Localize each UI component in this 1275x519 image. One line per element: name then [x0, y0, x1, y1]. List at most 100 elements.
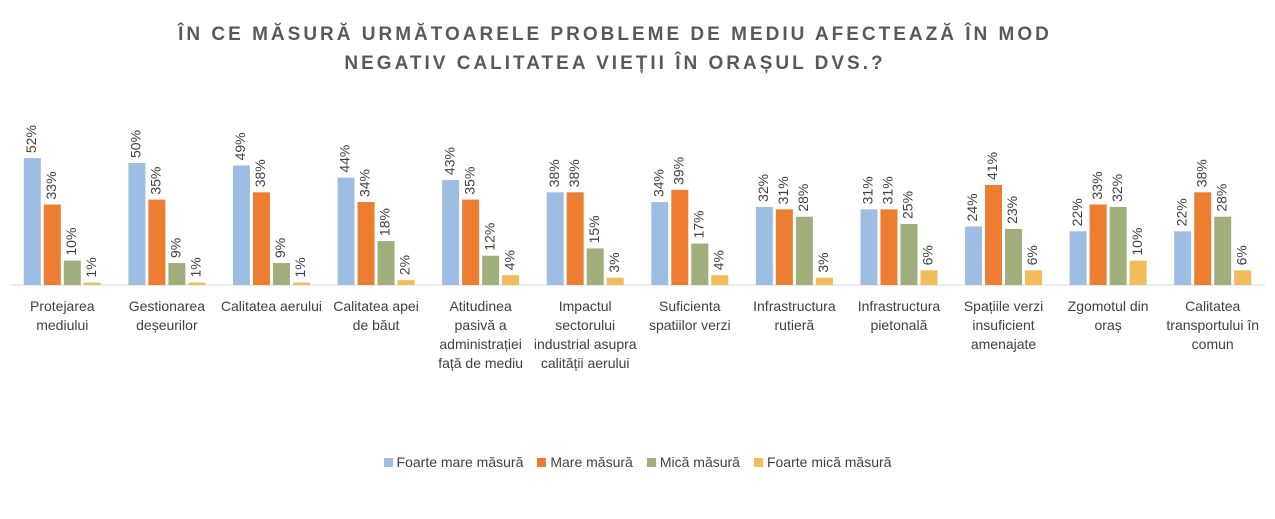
bar: [128, 163, 146, 285]
data-label: 1%: [83, 257, 99, 277]
bar: [671, 189, 689, 285]
bar: [1234, 270, 1252, 285]
bar: [292, 282, 310, 285]
bar: [357, 202, 375, 285]
bar: [1214, 216, 1232, 285]
x-tick-label: Zgomotul din oraș: [1067, 298, 1149, 333]
data-label: 1%: [292, 257, 308, 277]
x-tick-label: Protejarea mediului: [29, 298, 95, 333]
data-label: 15%: [586, 215, 602, 243]
data-label: 1%: [188, 257, 204, 277]
bar: [775, 209, 793, 285]
bar: [1194, 192, 1212, 285]
data-label: 24%: [964, 193, 980, 221]
bar: [502, 275, 520, 285]
bar: [1129, 260, 1147, 285]
bar: [651, 202, 669, 285]
data-label: 35%: [461, 167, 477, 195]
legend-label: Foarte mică măsură: [766, 454, 892, 470]
bar: [1025, 270, 1043, 285]
data-label: 39%: [670, 157, 686, 185]
bar: [232, 165, 250, 285]
x-tick-label: Infrastructura rutieră: [753, 298, 836, 333]
bar: [43, 204, 61, 285]
x-tick-label: Calitatea transportului în comun: [1166, 298, 1259, 352]
x-tick-label: Gestionarea deșeurilor: [128, 298, 205, 333]
bar: [442, 180, 460, 285]
data-label: 17%: [690, 210, 706, 238]
x-tick-label: Infrastructura pietonală: [857, 298, 941, 333]
legend-label: Mare măsură: [550, 454, 633, 470]
bar: [586, 248, 604, 285]
bar: [1174, 231, 1192, 285]
data-label: 28%: [795, 184, 811, 212]
data-label: 33%: [1089, 171, 1105, 199]
data-label: 12%: [481, 223, 497, 251]
legend-item: Foarte mare măsură: [383, 454, 524, 470]
bar: [1069, 231, 1087, 285]
data-label: 25%: [900, 191, 916, 219]
bar: [1005, 228, 1023, 285]
data-label: 38%: [252, 159, 268, 187]
data-label: 44%: [337, 145, 353, 173]
legend-swatch: [753, 457, 763, 467]
data-label: 41%: [984, 152, 1000, 180]
bar: [397, 280, 415, 285]
legend-label: Mică măsură: [659, 454, 740, 470]
data-label: 6%: [920, 245, 936, 265]
legend-label: Foarte mare măsură: [396, 454, 524, 470]
data-label: 34%: [357, 169, 373, 197]
bar: [965, 226, 983, 285]
legend-item: Mare măsură: [537, 454, 633, 470]
bar: [252, 192, 270, 285]
data-label: 4%: [501, 250, 517, 270]
data-label: 33%: [43, 171, 59, 199]
x-tick-label: Calitatea aerului: [220, 298, 323, 314]
bar: [1109, 206, 1127, 285]
data-label: 9%: [272, 238, 288, 258]
data-label: 31%: [880, 176, 896, 204]
bar: [985, 184, 1003, 285]
bar: [546, 192, 564, 285]
bar: [83, 282, 101, 285]
legend-swatch: [383, 457, 393, 467]
bar: [880, 209, 898, 285]
data-label: 28%: [1213, 184, 1229, 212]
data-label: 10%: [63, 228, 79, 256]
x-tick-label: Suficienta spatiilor verzi: [648, 298, 731, 333]
data-label: 23%: [1004, 196, 1020, 224]
x-tick-label: Impactul sectorului industrial asupra ca…: [533, 298, 637, 371]
bar: [23, 158, 41, 285]
data-label: 31%: [860, 176, 876, 204]
bar: [188, 282, 206, 285]
legend-item: Mică măsură: [646, 454, 740, 470]
data-label: 43%: [441, 147, 457, 175]
data-label: 38%: [566, 159, 582, 187]
data-label: 9%: [168, 238, 184, 258]
data-label: 4%: [710, 250, 726, 270]
bar: [272, 263, 290, 285]
bar: [377, 241, 395, 285]
bar: [337, 177, 355, 285]
legend-item: Foarte mică măsură: [753, 454, 892, 470]
data-label: 2%: [397, 255, 413, 275]
bar: [606, 277, 624, 285]
data-label: 31%: [775, 176, 791, 204]
bar: [755, 206, 773, 285]
data-label: 38%: [546, 159, 562, 187]
data-label: 52%: [23, 125, 39, 153]
bar: [711, 275, 729, 285]
bar: [691, 243, 709, 285]
legend-swatch: [646, 457, 656, 467]
bar: [920, 270, 938, 285]
bar: [168, 263, 186, 285]
data-label: 22%: [1173, 198, 1189, 226]
legend-swatch: [537, 457, 547, 467]
bar: [860, 209, 878, 285]
data-label: 3%: [606, 252, 622, 272]
data-label: 38%: [1193, 159, 1209, 187]
bar: [148, 199, 166, 285]
chart-title: ÎN CE MĂSURĂ URMĂTOARELE PROBLEME DE MED…: [178, 24, 1052, 74]
